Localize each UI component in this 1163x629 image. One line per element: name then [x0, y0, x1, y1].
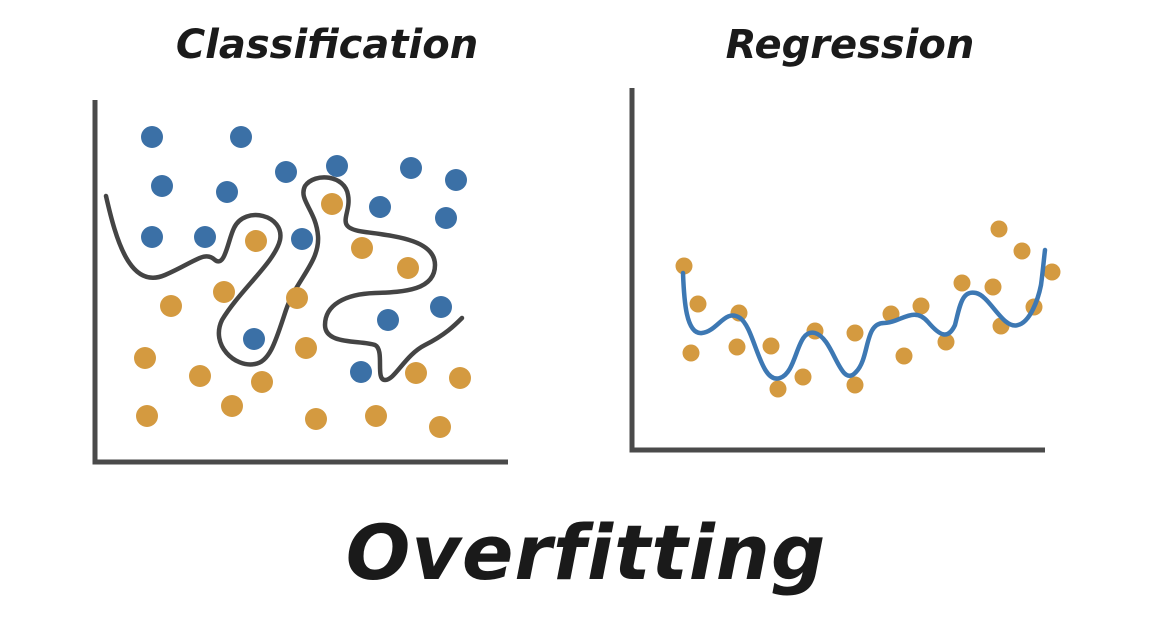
orange-class-point [351, 237, 373, 259]
blue-class-point [151, 175, 173, 197]
orange-class-point [136, 405, 158, 427]
classification-axes [92, 100, 508, 465]
regression-data-point [984, 278, 1002, 296]
blue-class-point [216, 181, 238, 203]
orange-class-point [449, 367, 471, 389]
regression-data-point [912, 297, 930, 315]
regression-data-point [682, 344, 700, 362]
regression-data-point [895, 347, 913, 365]
blue-class-point [445, 169, 467, 191]
blue-class-point [400, 157, 422, 179]
blue-class-point [326, 155, 348, 177]
orange-class-point [405, 362, 427, 384]
regression-data-point [762, 337, 780, 355]
regression-data-point [990, 220, 1008, 238]
orange-class-point [365, 405, 387, 427]
orange-class-point [213, 281, 235, 303]
regression-data-point [728, 338, 746, 356]
regression-fit-curve [680, 247, 1048, 381]
orange-class-point [397, 257, 419, 279]
decision-boundary [103, 175, 465, 383]
blue-class-point [230, 126, 252, 148]
classification-panel [92, 100, 508, 465]
orange-class-point [160, 295, 182, 317]
orange-class-point [189, 365, 211, 387]
blue-class-point [291, 228, 313, 250]
classification-title: Classification [175, 22, 479, 68]
blue-class-point [243, 328, 265, 350]
blue-class-point [377, 309, 399, 331]
class-points [134, 126, 471, 438]
orange-class-point [286, 287, 308, 309]
regression-data-point [937, 333, 955, 351]
blue-class-point [194, 226, 216, 248]
blue-class-point [141, 126, 163, 148]
orange-class-point [305, 408, 327, 430]
blue-class-point [369, 196, 391, 218]
orange-class-point [321, 193, 343, 215]
regression-points [675, 220, 1061, 398]
blue-class-point [430, 296, 452, 318]
regression-data-point [1013, 242, 1031, 260]
orange-class-point [221, 395, 243, 417]
regression-data-point [953, 274, 971, 292]
regression-panel [629, 88, 1061, 453]
blue-class-point [350, 361, 372, 383]
regression-axes [629, 88, 1045, 453]
blue-class-point [141, 226, 163, 248]
regression-data-point [769, 380, 787, 398]
orange-class-point [429, 416, 451, 438]
orange-class-point [134, 347, 156, 369]
orange-class-point [251, 371, 273, 393]
blue-class-point [435, 207, 457, 229]
regression-data-point [846, 376, 864, 394]
orange-class-point [245, 230, 267, 252]
regression-data-point [846, 324, 864, 342]
regression-data-point [675, 257, 693, 275]
orange-class-point [295, 337, 317, 359]
regression-data-point [1043, 263, 1061, 281]
regression-data-point [794, 368, 812, 386]
regression-title: Regression [725, 22, 975, 68]
overfitting-caption: Overfitting [345, 508, 827, 597]
regression-data-point [689, 295, 707, 313]
blue-class-point [275, 161, 297, 183]
